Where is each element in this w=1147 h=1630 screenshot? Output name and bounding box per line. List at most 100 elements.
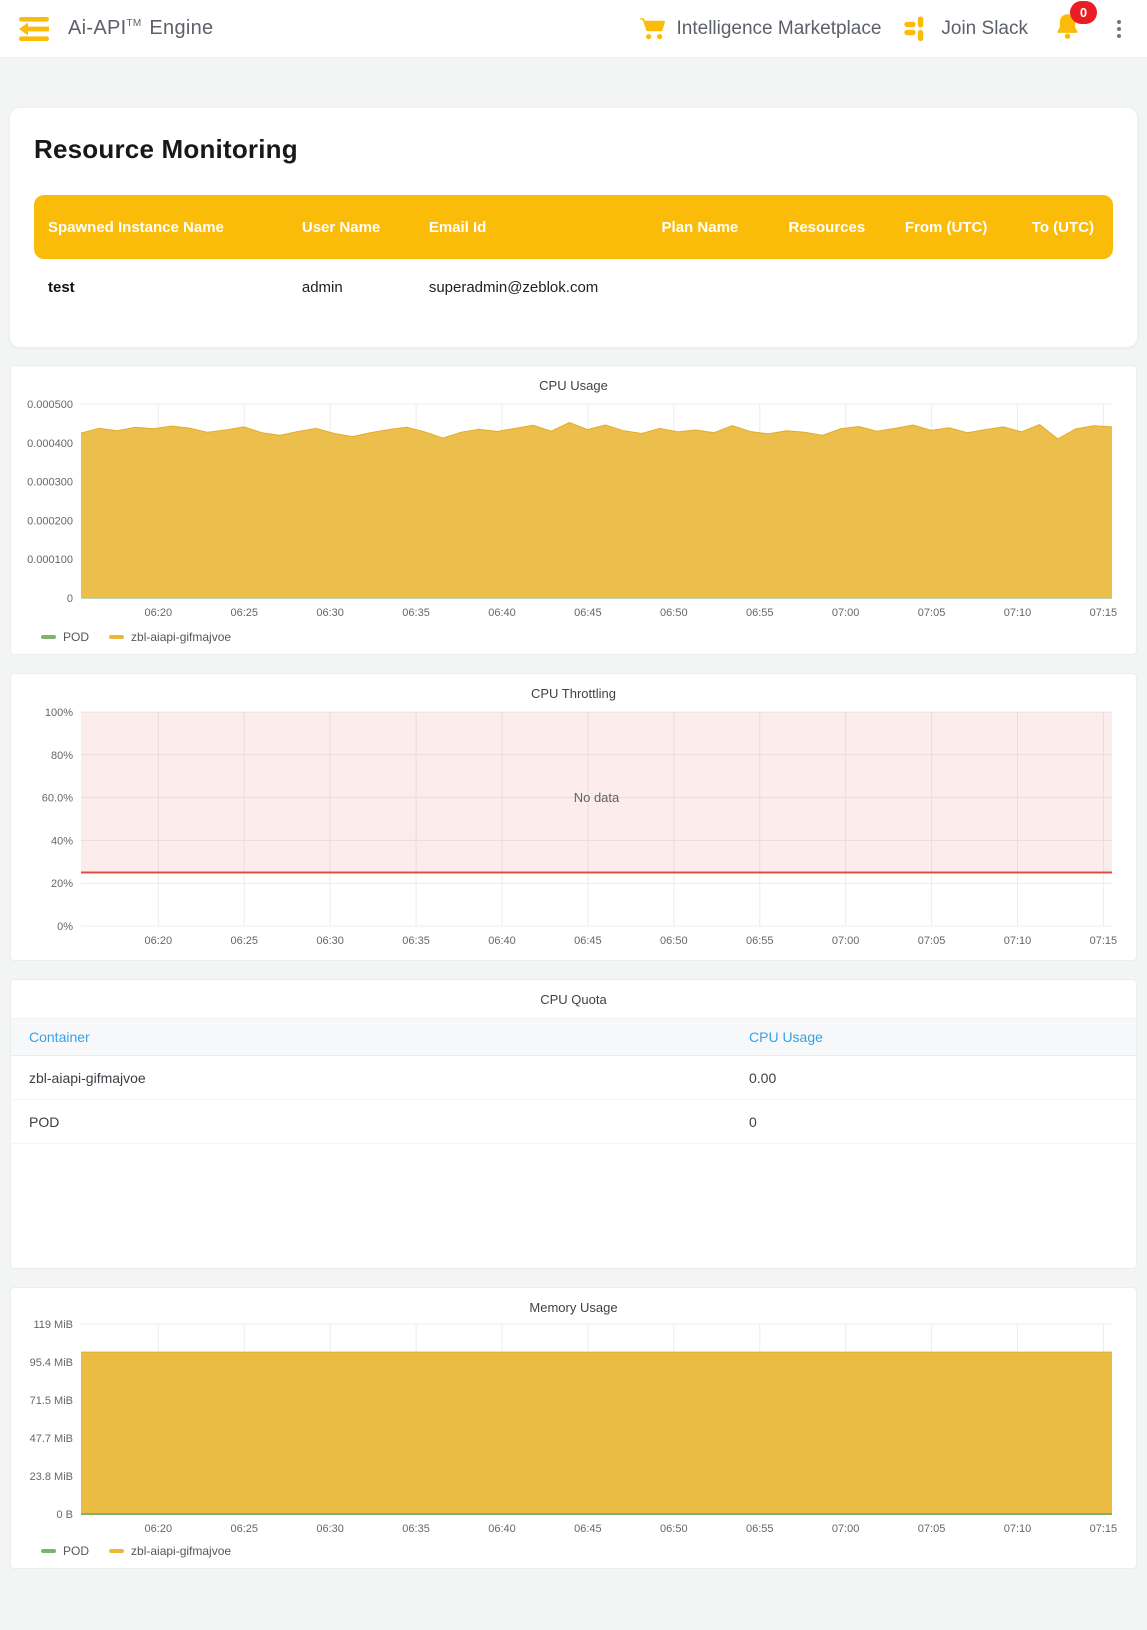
cpu-usage-legend: POD zbl-aiapi-gifmajvoe [19, 628, 1128, 650]
back-menu-button[interactable] [16, 14, 52, 44]
svg-text:06:55: 06:55 [746, 935, 774, 947]
svg-text:07:10: 07:10 [1004, 935, 1032, 947]
svg-text:47.7 MiB: 47.7 MiB [30, 1433, 73, 1445]
svg-text:07:00: 07:00 [832, 1523, 860, 1535]
svg-text:07:10: 07:10 [1004, 607, 1032, 619]
svg-text:100%: 100% [45, 707, 73, 719]
svg-text:06:35: 06:35 [402, 1523, 430, 1535]
back-arrow-icon [19, 16, 49, 41]
quota-column-header-cpu-usage[interactable]: CPU Usage [749, 1029, 823, 1045]
slack-icon [904, 16, 924, 42]
cpu-throttling-plot: 100% 80% 60.0% 40% 20% 0% 06:20 06:25 06:30 06:35… [42, 707, 1117, 947]
legend-item-zbl-aiapi-gifmajvoe[interactable]: zbl-aiapi-gifmajvoe [109, 630, 231, 644]
svg-text:71.5 MiB: 71.5 MiB [30, 1395, 73, 1407]
table-cell: 0.00 [749, 1069, 777, 1086]
marketplace-link[interactable]: Intelligence Marketplace [639, 16, 882, 42]
join-slack-label: Join Slack [941, 17, 1028, 39]
cpu-throttling-chart: 100% 80% 60.0% 40% 20% 0% 06:20 06:25 06:30 06:35… [19, 704, 1128, 956]
svg-text:07:05: 07:05 [918, 935, 946, 947]
notifications-button[interactable]: 0 [1054, 1, 1097, 45]
page-content: Resource Monitoring Spawned Instance Nam… [0, 58, 1147, 1569]
svg-text:06:50: 06:50 [660, 1523, 688, 1535]
svg-text:23.8 MiB: 23.8 MiB [30, 1471, 73, 1483]
svg-text:07:15: 07:15 [1090, 1523, 1118, 1535]
cpu-usage-plot: 0.000500 0.000400 0.000300 0.000200 0.000100… [27, 399, 1118, 619]
svg-text:06:40: 06:40 [488, 1523, 516, 1535]
brand: Ai-APITM Engine [16, 14, 213, 44]
column-header-resources: Resources [788, 218, 866, 236]
svg-text:0.000400: 0.000400 [27, 438, 73, 450]
svg-text:06:35: 06:35 [402, 935, 430, 947]
svg-text:06:20: 06:20 [145, 1523, 173, 1535]
svg-text:20%: 20% [51, 878, 73, 890]
memory-usage-title: Memory Usage [529, 1300, 618, 1315]
svg-text:06:30: 06:30 [316, 935, 344, 947]
svg-text:0.000300: 0.000300 [27, 477, 73, 489]
svg-text:40%: 40% [51, 835, 73, 847]
marketplace-label: Intelligence Marketplace [676, 17, 882, 39]
svg-text:06:55: 06:55 [746, 607, 774, 619]
legend-label: zbl-aiapi-gifmajvoe [131, 630, 232, 644]
memory-usage-panel: Memory Usage 119 MiB 95.4 MiB 71.5 MiB 47.7… [10, 1287, 1137, 1569]
table-cell: POD [29, 1113, 60, 1130]
svg-text:0.000500: 0.000500 [27, 399, 73, 411]
svg-text:95.4 MiB: 95.4 MiB [30, 1357, 73, 1369]
page-title: Resource Monitoring [34, 134, 298, 164]
legend-item-zbl-aiapi-gifmajvoe[interactable]: zbl-aiapi-gifmajvoe [109, 1544, 231, 1558]
svg-text:06:25: 06:25 [230, 935, 258, 947]
legend-label: zbl-aiapi-gifmajvoe [131, 1544, 232, 1558]
rm-table-body: test admin superadmin@zeblok.com [34, 259, 1113, 315]
svg-text:06:55: 06:55 [746, 1523, 774, 1535]
app-title-tm: TM [126, 18, 142, 30]
table-cell: admin [301, 278, 343, 296]
table-row: test admin superadmin@zeblok.com [34, 259, 1113, 315]
kebab-menu-button[interactable] [1111, 16, 1127, 42]
svg-text:06:30: 06:30 [316, 1523, 344, 1535]
svg-text:No data: No data [574, 790, 620, 805]
svg-text:07:00: 07:00 [832, 607, 860, 619]
svg-text:06:45: 06:45 [574, 935, 602, 947]
quota-column-header-container[interactable]: Container [29, 1029, 90, 1045]
svg-text:07:15: 07:15 [1090, 607, 1118, 619]
svg-text:06:25: 06:25 [230, 1523, 258, 1535]
join-slack-link[interactable]: Join Slack [903, 15, 1028, 42]
svg-text:07:05: 07:05 [918, 1523, 946, 1535]
table-cell: 0 [749, 1113, 757, 1130]
svg-text:06:40: 06:40 [488, 935, 516, 947]
legend-color-dash [41, 635, 56, 639]
svg-text:06:30: 06:30 [316, 607, 344, 619]
svg-text:60.0%: 60.0% [42, 793, 73, 805]
memory-usage-legend: POD zbl-aiapi-gifmajvoe [19, 1542, 1128, 1564]
column-header-email-id: Email Id [428, 218, 487, 236]
cpu-usage-title: CPU Usage [539, 378, 608, 393]
legend-item-pod[interactable]: POD [41, 1544, 89, 1558]
legend-item-pod[interactable]: POD [41, 630, 89, 644]
svg-text:06:45: 06:45 [574, 607, 602, 619]
table-cell: superadmin@zeblok.com [428, 278, 599, 296]
table-row: zbl-aiapi-gifmajvoe 0.00 [11, 1056, 1136, 1100]
instances-table: Spawned Instance Name User Name Email Id Pl… [34, 195, 1113, 315]
resource-monitoring-panel: Resource Monitoring Spawned Instance Nam… [10, 108, 1137, 347]
top-navigation-bar: Ai-APITM Engine Intelligence Marketplace… [0, 0, 1147, 58]
column-header-user-name: User Name [301, 218, 381, 236]
cpu-quota-panel: CPU Quota Container CPU Usage zbl-aiapi-g… [10, 979, 1137, 1269]
column-header-plan-name: Plan Name [661, 218, 739, 236]
quota-table-body: zbl-aiapi-gifmajvoe 0.00 POD 0 [11, 1056, 1136, 1144]
cpu-usage-chart: 0.000500 0.000400 0.000300 0.000200 0.000100… [19, 396, 1128, 628]
svg-text:06:20: 06:20 [145, 607, 173, 619]
rm-table-header: Spawned Instance Name User Name Email Id Pl… [34, 195, 1113, 259]
column-header-from-utc: From (UTC) [904, 218, 988, 236]
app-title-suffix: Engine [143, 17, 214, 39]
svg-text:07:10: 07:10 [1004, 1523, 1032, 1535]
legend-color-dash [109, 635, 125, 639]
column-header-spawned-instance-name: Spawned Instance Name [48, 218, 224, 236]
svg-text:0%: 0% [57, 921, 73, 933]
svg-text:119 MiB: 119 MiB [33, 1319, 73, 1331]
top-actions: Intelligence Marketplace Join Slack 0 [639, 1, 1128, 45]
cpu-quota-table: Container CPU Usage zbl-aiapi-gifmajvoe 0.… [11, 1018, 1136, 1144]
legend-color-dash [109, 1549, 125, 1553]
svg-text:06:45: 06:45 [574, 1523, 602, 1535]
svg-text:0.000100: 0.000100 [27, 554, 73, 566]
svg-text:0: 0 [67, 593, 73, 605]
table-cell: test [48, 278, 75, 296]
